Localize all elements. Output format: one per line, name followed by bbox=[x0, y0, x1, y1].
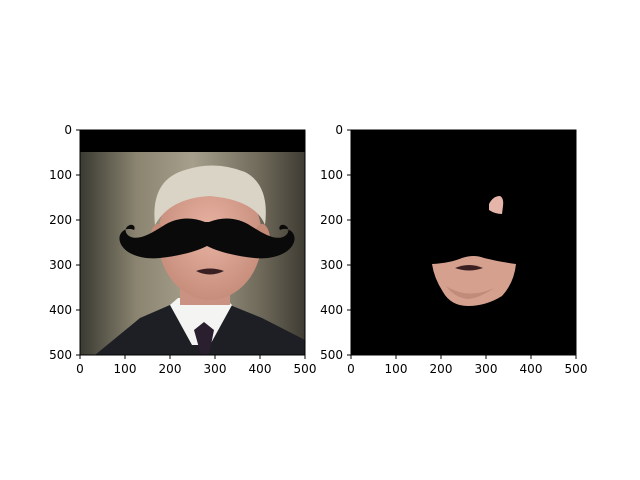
left-xtick-label: 300 bbox=[204, 362, 227, 376]
right-ytick-label: 400 bbox=[320, 303, 343, 317]
right-xtick-label: 300 bbox=[475, 362, 498, 376]
left-ytick-label: 400 bbox=[49, 303, 72, 317]
right-ytick-label: 100 bbox=[320, 168, 343, 182]
left-xtick-label: 400 bbox=[249, 362, 272, 376]
left-photo bbox=[80, 130, 305, 355]
left-ytick-label: 500 bbox=[49, 348, 72, 362]
right-ytick-label: 500 bbox=[320, 348, 343, 362]
right-ytick-label: 300 bbox=[320, 258, 343, 272]
left-ytick-label: 300 bbox=[49, 258, 72, 272]
left-ticks: 0 100 200 300 400 500 0 100 200 300 400 500 bbox=[49, 123, 316, 376]
left-xtick-label: 200 bbox=[159, 362, 182, 376]
left-ytick-label: 0 bbox=[64, 123, 72, 137]
left-ytick-label: 100 bbox=[49, 168, 72, 182]
right-xtick-label: 200 bbox=[430, 362, 453, 376]
left-xtick-label: 0 bbox=[76, 362, 84, 376]
right-ticks: 0 100 200 300 400 500 0 100 200 300 400 500 bbox=[320, 123, 587, 376]
left-xtick-label: 500 bbox=[294, 362, 317, 376]
right-image-panel: 0 100 200 300 400 500 0 100 200 300 400 500 bbox=[320, 123, 587, 376]
left-image-panel: 0 100 200 300 400 500 0 100 200 300 400 500 bbox=[49, 123, 316, 376]
right-ytick-label: 200 bbox=[320, 213, 343, 227]
right-axes-frame bbox=[350, 129, 577, 356]
right-xtick-label: 500 bbox=[565, 362, 588, 376]
right-xtick-label: 100 bbox=[385, 362, 408, 376]
left-ytick-label: 200 bbox=[49, 213, 72, 227]
right-xtick-label: 0 bbox=[347, 362, 355, 376]
left-xtick-label: 100 bbox=[114, 362, 137, 376]
right-xtick-label: 400 bbox=[520, 362, 543, 376]
left-axes-frame bbox=[79, 129, 306, 356]
right-mask-image bbox=[351, 130, 576, 355]
right-ytick-label: 0 bbox=[335, 123, 343, 137]
